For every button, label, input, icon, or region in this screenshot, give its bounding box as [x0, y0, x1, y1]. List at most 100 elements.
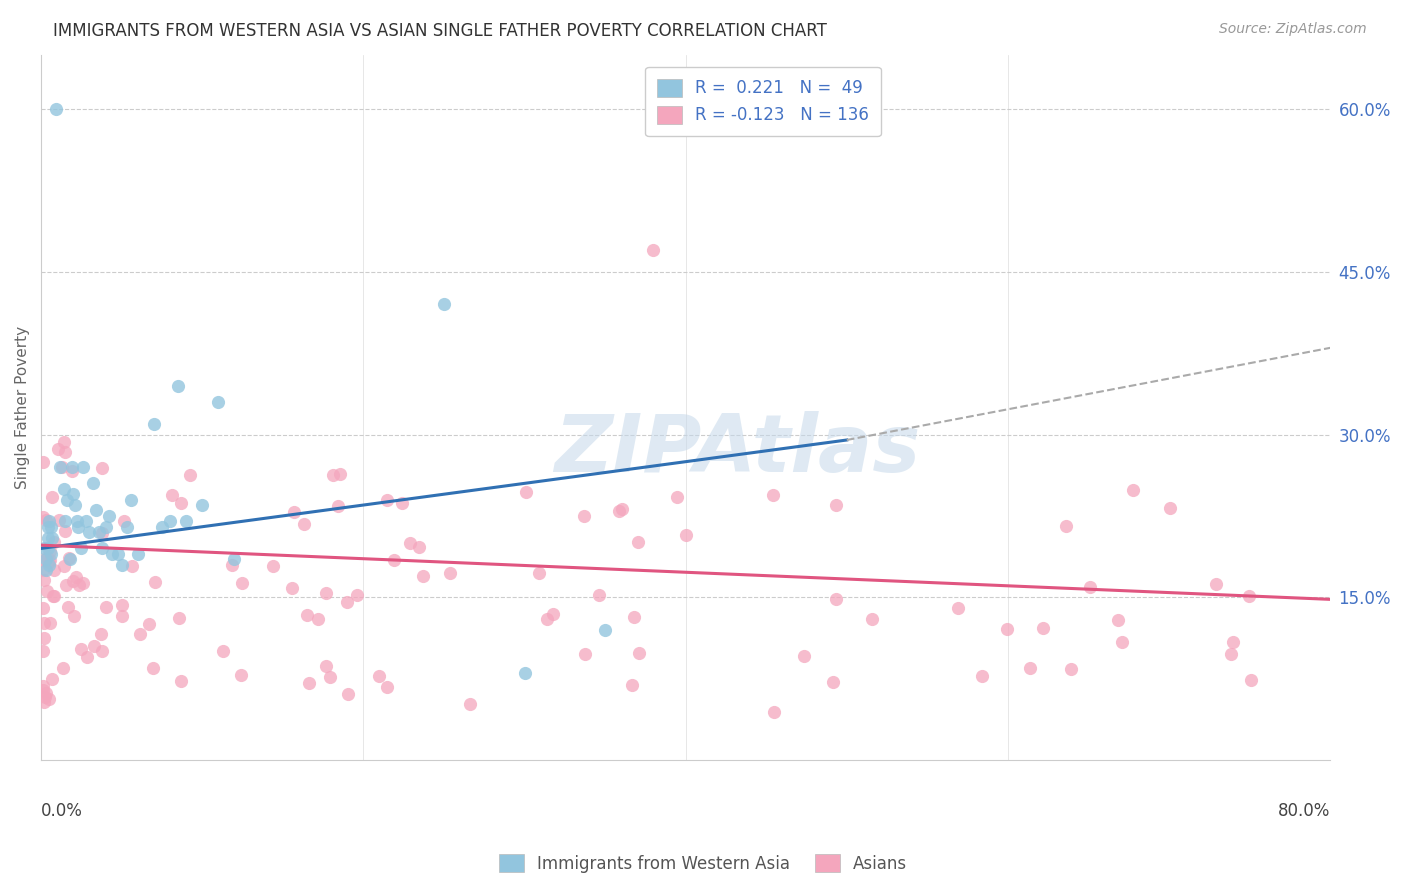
Point	[762, 488, 785, 502]
Point	[326, 499, 349, 513]
Point	[825, 591, 848, 606]
Point	[574, 508, 596, 523]
Point	[315, 586, 337, 600]
Point	[70, 541, 93, 556]
Legend: R =  0.221   N =  49, R = -0.123   N = 136: R = 0.221 N = 49, R = -0.123 N = 136	[645, 67, 880, 136]
Point	[60, 464, 83, 478]
Point	[44, 590, 66, 604]
Point	[262, 558, 284, 573]
Point	[319, 670, 342, 684]
Point	[58, 550, 80, 565]
Point	[1219, 648, 1241, 662]
Point	[536, 611, 558, 625]
Point	[62, 574, 84, 588]
Point	[52, 661, 75, 675]
Point	[107, 547, 129, 561]
Point	[32, 695, 55, 709]
Point	[824, 499, 846, 513]
Point	[375, 492, 398, 507]
Point	[1054, 518, 1077, 533]
Point	[298, 675, 321, 690]
Point	[79, 525, 101, 540]
Point	[143, 575, 166, 590]
Point	[39, 547, 62, 561]
Point	[793, 649, 815, 664]
Point	[48, 513, 70, 527]
Point	[39, 520, 62, 534]
Point	[60, 460, 83, 475]
Point	[297, 608, 319, 623]
Point	[995, 623, 1018, 637]
Point	[527, 566, 550, 580]
Point	[1222, 635, 1244, 649]
Point	[292, 516, 315, 531]
Point	[111, 598, 134, 612]
Point	[39, 616, 62, 631]
Point	[91, 461, 114, 475]
Point	[62, 487, 84, 501]
Point	[179, 468, 201, 483]
Point	[41, 490, 63, 504]
Point	[329, 467, 352, 482]
Point	[91, 541, 114, 556]
Point	[821, 674, 844, 689]
Point	[115, 520, 138, 534]
Point	[46, 442, 69, 457]
Point	[375, 680, 398, 694]
Point	[37, 520, 59, 534]
Point	[207, 395, 229, 409]
Legend: Immigrants from Western Asia, Asians: Immigrants from Western Asia, Asians	[492, 847, 914, 880]
Point	[51, 460, 73, 475]
Point	[38, 555, 60, 569]
Point	[1107, 614, 1129, 628]
Text: ZIPAtlas: ZIPAtlas	[554, 410, 921, 489]
Point	[127, 547, 149, 561]
Point	[35, 552, 58, 566]
Point	[627, 534, 650, 549]
Point	[541, 607, 564, 621]
Point	[627, 647, 650, 661]
Point	[1237, 590, 1260, 604]
Point	[34, 686, 56, 700]
Text: 0.0%: 0.0%	[41, 802, 83, 820]
Point	[382, 553, 405, 567]
Point	[49, 460, 72, 475]
Point	[94, 520, 117, 534]
Text: Source: ZipAtlas.com: Source: ZipAtlas.com	[1219, 22, 1367, 37]
Point	[31, 600, 53, 615]
Point	[336, 595, 359, 609]
Point	[52, 558, 75, 573]
Point	[42, 589, 65, 603]
Point	[346, 588, 368, 602]
Point	[1239, 673, 1261, 687]
Point	[307, 611, 329, 625]
Point	[412, 568, 434, 582]
Point	[623, 610, 645, 624]
Point	[44, 563, 66, 577]
Point	[142, 660, 165, 674]
Point	[34, 541, 56, 556]
Point	[31, 455, 53, 469]
Point	[111, 609, 134, 624]
Point	[65, 514, 87, 528]
Point	[221, 558, 243, 572]
Point	[63, 498, 86, 512]
Point	[231, 576, 253, 591]
Point	[170, 674, 193, 689]
Point	[283, 505, 305, 519]
Point	[101, 547, 124, 561]
Point	[322, 468, 344, 483]
Point	[458, 697, 481, 711]
Y-axis label: Single Father Poverty: Single Father Poverty	[15, 326, 30, 489]
Point	[1205, 577, 1227, 591]
Point	[37, 541, 59, 556]
Point	[120, 492, 142, 507]
Point	[368, 669, 391, 683]
Point	[150, 520, 173, 534]
Point	[170, 496, 193, 510]
Point	[408, 541, 430, 555]
Point	[41, 531, 63, 545]
Point	[52, 482, 75, 496]
Point	[32, 631, 55, 645]
Point	[138, 616, 160, 631]
